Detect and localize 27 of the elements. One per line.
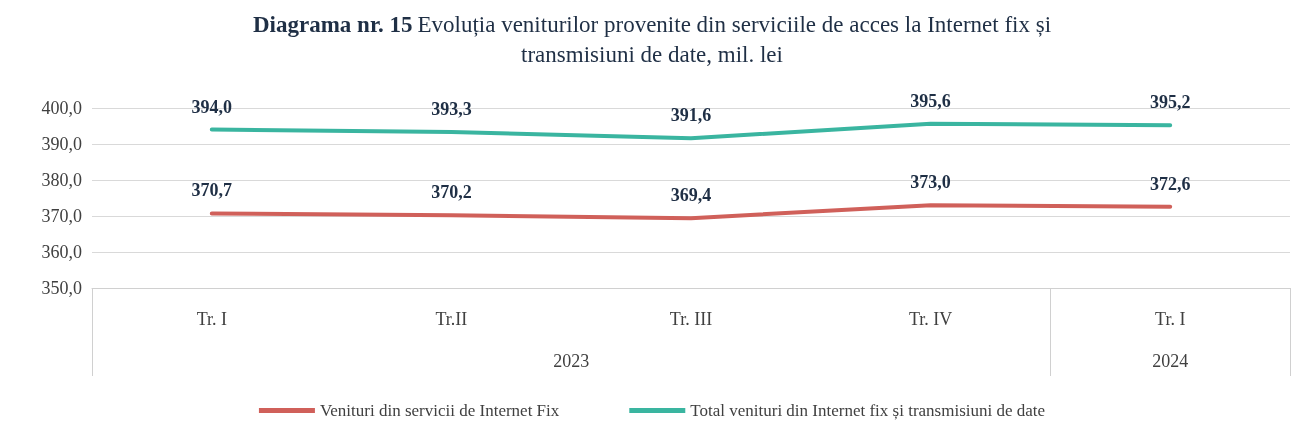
- y-tick-label: 350,0: [41, 278, 82, 298]
- y-tick-label: 390,0: [41, 134, 82, 154]
- text: 2024: [1152, 351, 1189, 371]
- y-tick-label: 380,0: [41, 170, 82, 190]
- data-label: 394,0: [191, 96, 233, 117]
- chart-title: Diagrama nr. 15 Evoluția veniturilor provenite din serviciile de acces la Internet fix și transmisiuni de date, mil. lei: [252, 11, 1052, 67]
- y-tick-label: 360,0: [41, 242, 82, 262]
- legend-label: Venituri din servicii de Internet Fix: [319, 401, 560, 420]
- y-tick-label: 370,0: [41, 206, 82, 226]
- data-label: 370,7: [191, 180, 233, 201]
- legend-label: Total venituri din Internet fix și transmisiuni de date: [690, 401, 1046, 420]
- data-label: 393,3: [431, 99, 472, 120]
- x-tick-label: Tr. I: [196, 309, 227, 329]
- line-series: [209, 203, 1173, 221]
- x-tick-label: Tr. I: [1155, 309, 1186, 329]
- data-label: 391,6: [670, 105, 712, 126]
- x-tick-label: Tr.II: [435, 309, 468, 329]
- data-label: 395,2: [1149, 92, 1191, 113]
- x-tick-label: Tr. III: [669, 309, 713, 329]
- data-label: 370,2: [431, 182, 472, 203]
- text: 2023: [553, 351, 590, 371]
- data-label: 369,4: [670, 185, 712, 206]
- x-tick-label: Tr. IV: [908, 309, 953, 329]
- y-tick-label: 400,0: [41, 98, 82, 118]
- data-label: 372,6: [1149, 173, 1191, 194]
- data-label: 373,0: [910, 172, 951, 193]
- data-label: 395,6: [910, 90, 951, 111]
